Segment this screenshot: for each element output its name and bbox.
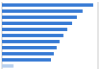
axis-end bbox=[98, 2, 99, 69]
bar bbox=[2, 22, 72, 25]
chart bbox=[0, 0, 100, 71]
bar bbox=[2, 9, 83, 12]
bar bbox=[2, 16, 77, 19]
bar bbox=[2, 3, 93, 6]
bar bbox=[2, 58, 51, 61]
bar bbox=[2, 40, 60, 43]
bars bbox=[2, 3, 93, 67]
bar bbox=[2, 46, 57, 49]
bar bbox=[2, 28, 67, 31]
bar bbox=[2, 34, 63, 37]
bar bbox=[2, 64, 14, 67]
bar bbox=[2, 52, 54, 55]
